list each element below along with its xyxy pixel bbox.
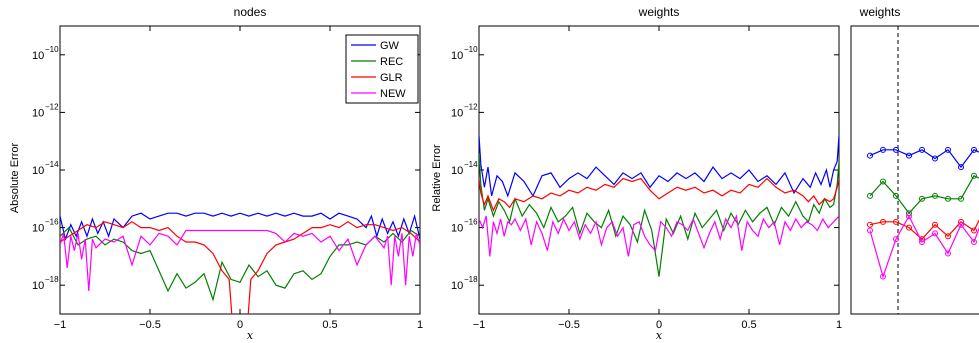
- y-tick-label: 10: [451, 50, 463, 62]
- y-tick-exponent: −12: [45, 102, 59, 111]
- marker-rec: [932, 192, 938, 199]
- x-axis-label: x: [247, 329, 254, 342]
- y-tick-label: 10: [451, 165, 463, 177]
- marker-new: [971, 239, 977, 245]
- y-tick-exponent: −18: [45, 275, 59, 284]
- marker-glr: [971, 227, 977, 234]
- series-line-gw: [479, 135, 839, 198]
- marker-glr: [932, 221, 938, 228]
- marker-new: [906, 213, 912, 220]
- marker-gw: [867, 152, 873, 159]
- marker-glr: [880, 218, 886, 225]
- series-line-glr: [60, 221, 420, 314]
- y-tick-label: 10: [32, 50, 44, 62]
- series-line-glr: [869, 219, 979, 240]
- y-tick-exponent: −18: [464, 275, 478, 284]
- y-axis-label-absolute-error: Absolute Error: [9, 143, 21, 214]
- x-tick-label: −0.5: [558, 319, 580, 331]
- marker-gw: [958, 164, 964, 171]
- y-tick-label: 10: [32, 280, 44, 292]
- marker-glr: [906, 224, 912, 231]
- marker-new: [958, 221, 964, 228]
- y-tick-exponent: −14: [45, 160, 59, 169]
- marker-rec: [945, 195, 951, 202]
- x-tick-label: 0: [656, 319, 662, 331]
- plot-frame: [478, 25, 840, 315]
- series-line-gw: [60, 212, 420, 242]
- series-line-rec: [869, 175, 979, 215]
- legend-label-new: NEW: [380, 88, 406, 100]
- y-tick-label: 10: [451, 223, 463, 235]
- x-tick-label: 1: [836, 319, 842, 331]
- series-line-glr: [479, 177, 839, 212]
- y-tick-label: 10: [451, 280, 463, 292]
- y-axis-label-relative-error: Relative Error: [431, 144, 443, 212]
- legend-label-glr: GLR: [380, 72, 403, 84]
- y-tick-label: 10: [32, 165, 44, 177]
- marker-glr: [945, 233, 951, 240]
- x-tick-label: −1: [54, 319, 67, 331]
- x-tick-label: 0.5: [322, 319, 337, 331]
- y-tick-label: 10: [32, 223, 44, 235]
- marker-rec: [971, 172, 977, 179]
- y-tick-exponent: −16: [45, 218, 59, 227]
- x-tick-label: −1: [473, 319, 486, 331]
- marker-rec: [958, 195, 964, 202]
- nodes-panel: nodes Absolute Error x 10−1810−1610−1410…: [9, 5, 423, 342]
- y-tick-exponent: −10: [45, 45, 59, 54]
- marker-new: [893, 236, 899, 243]
- marker-gw: [906, 152, 912, 159]
- x-tick-label: 1: [417, 319, 423, 331]
- x-tick-label: −0.5: [139, 319, 161, 331]
- y-tick-exponent: −12: [464, 102, 478, 111]
- marker-new: [945, 250, 951, 257]
- marker-rec: [867, 192, 873, 199]
- panel-title-weights: weights: [638, 5, 680, 19]
- series-line-new: [869, 214, 979, 279]
- marker-rec: [880, 178, 886, 185]
- marker-rec: [919, 195, 925, 202]
- marker-gw: [919, 146, 925, 153]
- marker-gw: [971, 146, 977, 153]
- x-tick-label: 0.5: [741, 319, 756, 331]
- marker-new: [932, 230, 938, 237]
- x-tick-label: 0: [237, 319, 243, 331]
- series-line-rec: [60, 226, 420, 302]
- marker-new: [919, 239, 925, 245]
- series-line-gw: [869, 148, 979, 169]
- marker-glr: [867, 221, 873, 228]
- panel-title-nodes: nodes: [234, 5, 267, 19]
- marker-gw: [893, 146, 899, 153]
- legend: GW REC GLR NEW: [345, 34, 419, 104]
- series-line-new: [479, 214, 839, 257]
- legend-box: [345, 34, 419, 104]
- panel-title-weights-zoom: weights: [859, 5, 901, 19]
- y-tick-label: 10: [451, 107, 463, 119]
- y-tick-label: 10: [32, 107, 44, 119]
- weights-panel: weights Relative Error x 10−1810−1610−14…: [431, 5, 842, 342]
- weights-zoom-panel: weights: [850, 5, 979, 315]
- marker-rec: [893, 192, 899, 199]
- y-tick-exponent: −16: [464, 218, 478, 227]
- marker-gw: [880, 146, 886, 153]
- plot-frame: [850, 25, 979, 315]
- x-axis-label: x: [656, 329, 663, 342]
- series-line-rec: [479, 152, 839, 277]
- marker-new: [867, 227, 873, 234]
- marker-glr: [893, 218, 899, 225]
- y-tick-exponent: −14: [464, 160, 478, 169]
- y-tick-exponent: −10: [464, 45, 478, 54]
- marker-gw: [932, 155, 938, 162]
- marker-new: [880, 273, 886, 280]
- marker-gw: [945, 146, 951, 153]
- series-line-new: [60, 229, 420, 292]
- legend-label-rec: REC: [380, 56, 403, 68]
- legend-label-gw: GW: [380, 40, 400, 52]
